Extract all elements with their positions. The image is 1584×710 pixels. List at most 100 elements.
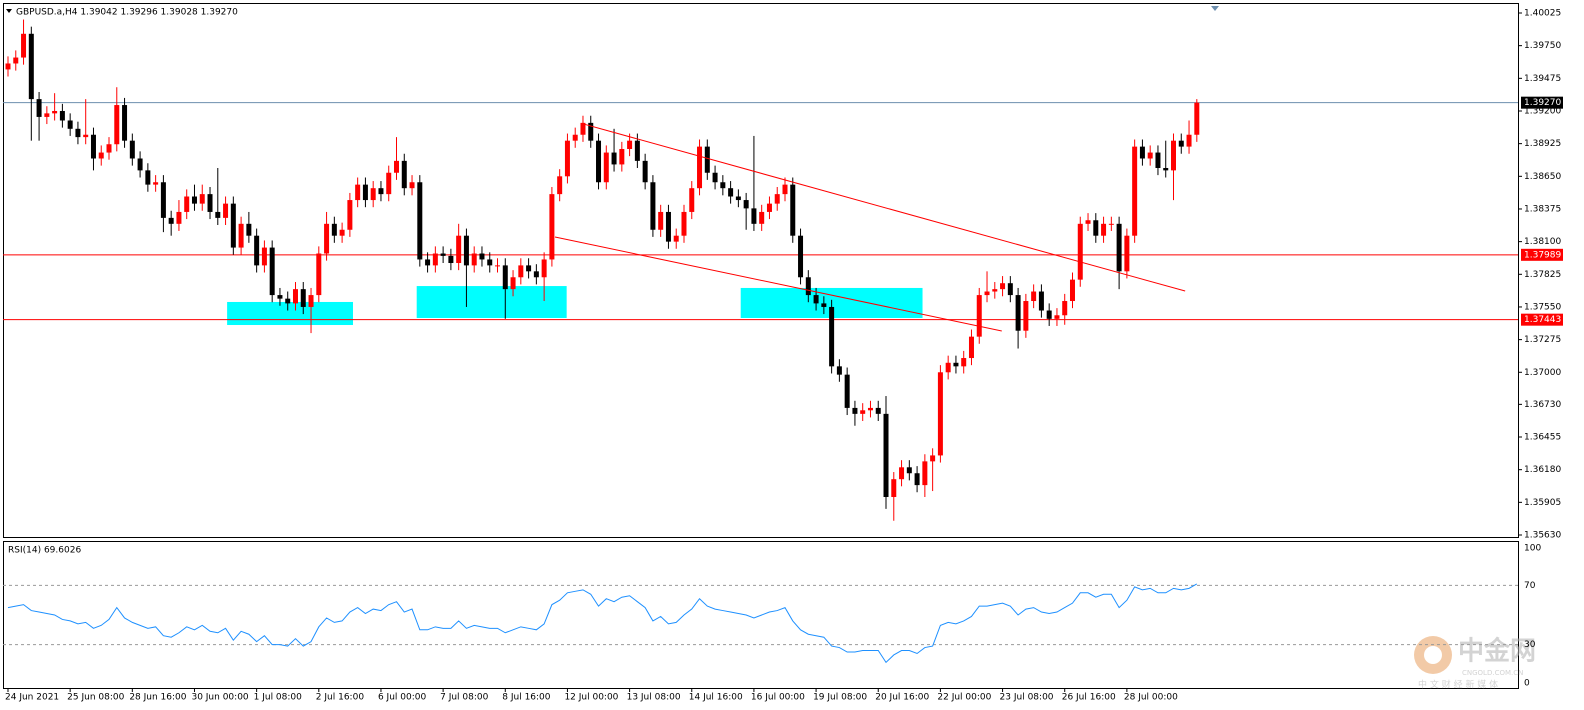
candle-body [386,172,392,195]
candle-body [1132,146,1138,236]
candle-body [1038,291,1044,311]
candle-body [1023,301,1029,331]
candle-body [728,188,734,197]
candle-body [215,211,221,218]
x-tick-label: 16 Jul 00:00 [751,693,805,703]
y-tick-label: 1.35905 [1524,498,1561,508]
candle-body [370,188,376,201]
candle-body [432,253,438,266]
candle-body [137,158,143,171]
candle-body [207,194,213,212]
candle-body [145,170,151,185]
candle-body [961,358,967,367]
candle-body [52,110,58,114]
candle-body [906,467,912,474]
candle-body [774,194,780,204]
candle-body [945,362,951,373]
candle-body [1171,140,1176,171]
candle-body [681,211,687,236]
candle-body [704,146,710,173]
price-label: 1.39270 [1524,98,1561,108]
candle-body [549,194,555,260]
candle-body [269,247,275,296]
candle-body [1077,223,1083,280]
candle-body [1147,152,1153,159]
x-tick-label: 24 Jun 2021 [5,693,59,703]
y-tick-label: 1.40025 [1524,9,1561,19]
watermark-text: 中金网 [1458,636,1536,667]
candle-body [83,134,89,138]
candle-body [798,235,804,278]
candle-body [479,253,485,260]
candle-body [1139,146,1145,159]
candle-body [378,188,384,195]
candle-body [246,223,252,236]
candle-body [603,152,609,183]
candle-body [510,277,516,290]
candle-body [860,410,866,414]
candle-body [199,194,205,204]
candle-body [129,140,135,159]
candle-body [588,122,594,141]
candle-body [160,182,166,218]
candle-body [805,277,811,296]
candle-body [347,200,353,230]
y-tick-label: 1.38925 [1524,139,1561,149]
candle-body [254,235,260,266]
candle-body [75,128,81,138]
trend-line [554,236,1002,332]
candle-body [409,182,415,189]
candle-body [1015,295,1021,331]
y-tick-label: 1.39750 [1524,41,1561,51]
candle-body [844,374,850,408]
candle-body [673,235,679,242]
candle-body [355,184,361,201]
y-tick-label: 1.36730 [1524,400,1561,410]
candle-body [90,134,96,159]
candle-body [339,229,345,236]
candle-body [21,33,27,58]
candle-body [1155,152,1161,168]
candle-body [308,295,314,307]
y-tick-label: 1.37275 [1524,335,1561,345]
price-label: 1.37989 [1524,250,1561,260]
candle-body [1007,283,1013,296]
candle-body [1046,310,1052,319]
candle-body [836,366,842,375]
candle-body [689,188,695,212]
x-tick-label: 23 Jul 08:00 [1000,693,1054,703]
price-label-box [1521,96,1563,109]
candle-body [277,295,283,299]
x-tick-label: 26 Jul 16:00 [1062,693,1116,703]
candle-body [238,223,244,248]
candle-body [362,184,368,201]
x-tick-label: 12 Jul 00:00 [564,693,618,703]
menu-arrow [6,9,12,13]
y-tick-label: 1.35630 [1524,531,1561,541]
candle-body [619,148,625,165]
candle-body [316,253,322,296]
candle-body [968,336,974,359]
candle-body [1054,315,1060,319]
candle-body [526,265,532,272]
candle-body [642,160,648,183]
candle-body [425,259,431,266]
candle-body [821,303,827,307]
trend-line [583,123,1186,292]
candle-body [292,289,298,304]
candle-body [627,140,633,149]
candle-body [471,253,477,266]
candle-body [1101,223,1107,236]
candle-body [59,110,65,121]
x-tick-label: 7 Jul 08:00 [440,693,489,703]
support-zone [227,301,353,326]
candle-body [697,146,703,189]
candle-body [813,295,819,304]
candle-body [1062,301,1068,316]
chart-header: GBPUSD.a,H4 1.39042 1.39296 1.39028 1.39… [16,8,238,18]
price-label-box [1521,248,1563,261]
price-panel [3,3,1519,538]
x-tick-label: 25 Jun 08:00 [67,693,124,703]
y-tick-label: 1.38375 [1524,204,1561,214]
candle-body [782,184,788,195]
